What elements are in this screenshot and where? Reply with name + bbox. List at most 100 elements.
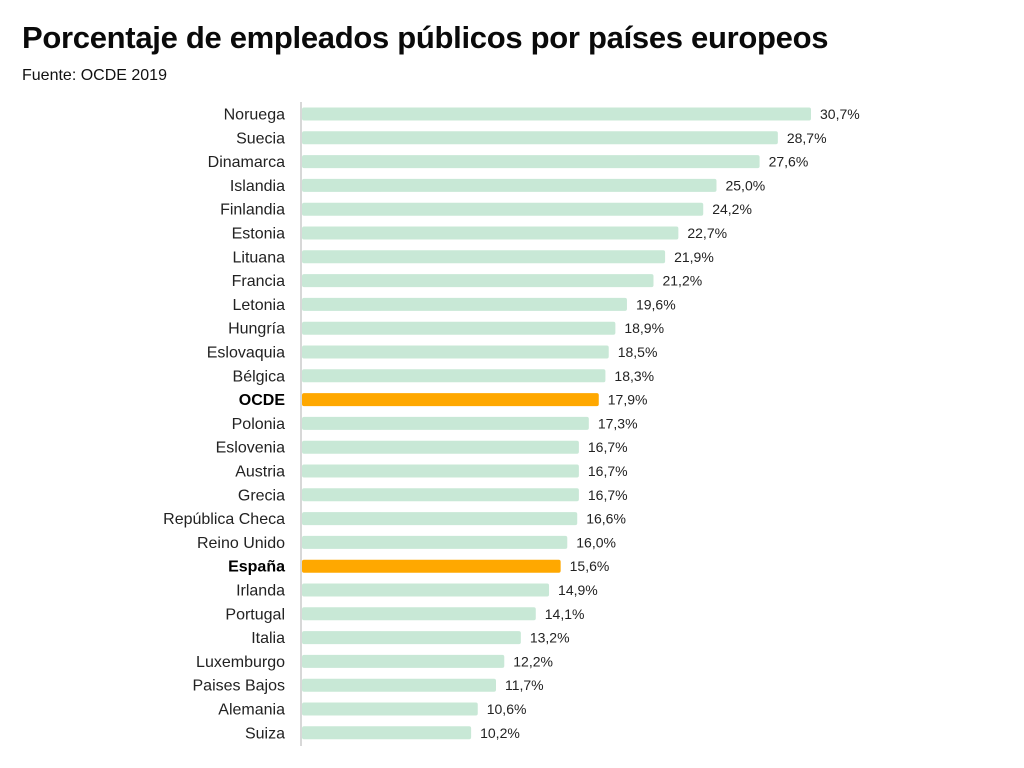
bar: [302, 369, 606, 383]
bar-row: Grecia 16,7%: [238, 487, 628, 505]
bar-row: Alemania 10,6%: [218, 701, 526, 719]
value-label: 11,7%: [505, 677, 544, 693]
bar: [302, 250, 666, 264]
bars-group: Noruega 30,7%Suecia 28,7%Dinamarca 27,6%Isl…: [163, 106, 860, 742]
bar: [302, 321, 616, 335]
bar: [302, 226, 679, 240]
value-label: 18,9%: [624, 320, 664, 336]
chart-title: Porcentaje de empleados públicos por paí…: [22, 20, 829, 55]
category-label: Estonia: [232, 226, 285, 243]
category-label: España: [228, 559, 285, 576]
category-label: Hungría: [228, 321, 285, 338]
category-label: República Checa: [163, 511, 285, 528]
value-label: 16,0%: [576, 534, 616, 550]
bar-row: Noruega 30,7%: [224, 106, 860, 124]
bar: [302, 607, 536, 621]
bar: [302, 654, 505, 668]
value-label: 21,2%: [662, 273, 702, 289]
chart-subtitle: Fuente: OCDE 2019: [22, 67, 167, 84]
category-label: Austria: [235, 464, 285, 481]
bar-row: Letonia 19,6%: [233, 296, 676, 314]
bar: [302, 678, 496, 692]
category-label: Eslovaquia: [207, 345, 285, 362]
value-label: 16,7%: [588, 463, 628, 479]
value-label: 25,0%: [725, 177, 765, 193]
value-label: 18,5%: [618, 344, 658, 360]
value-label: 16,7%: [588, 439, 628, 455]
bar: [302, 416, 589, 430]
category-label: Francia: [232, 273, 285, 290]
bar-row: Suecia 28,7%: [236, 130, 826, 148]
bar-row: Portugal 14,1%: [225, 606, 584, 624]
category-label: Paises Bajos: [193, 678, 286, 695]
bar-row: Austria 16,7%: [235, 463, 627, 481]
category-label: Suecia: [236, 130, 285, 147]
category-label: Letonia: [233, 297, 286, 314]
value-label: 14,9%: [558, 582, 598, 598]
value-label: 17,9%: [608, 392, 648, 408]
category-label: Irlanda: [236, 583, 285, 600]
bar-row: Suiza 10,2%: [245, 725, 520, 743]
category-label: Polonia: [232, 416, 285, 433]
bar-row: República Checa 16,6%: [163, 511, 626, 529]
highlighted-bar: [302, 559, 561, 573]
category-label: Finlandia: [220, 202, 285, 219]
category-label: Bélgica: [233, 368, 286, 385]
category-label: Italia: [251, 630, 285, 647]
bar: [302, 178, 717, 192]
value-label: 16,7%: [588, 487, 628, 503]
bar-row: Italia 13,2%: [251, 630, 569, 648]
category-label: Dinamarca: [208, 154, 285, 171]
category-label: Noruega: [224, 107, 285, 124]
bar-row: Luxemburgo 12,2%: [196, 653, 553, 671]
bar-row: Estonia 22,7%: [232, 225, 727, 243]
bar: [302, 488, 579, 502]
bar: [302, 202, 704, 216]
category-label: Luxemburgo: [196, 654, 285, 671]
category-label: Suiza: [245, 725, 285, 742]
bar-row: Reino Unido 16,0%: [197, 534, 616, 552]
bar: [302, 440, 579, 454]
category-label: Reino Unido: [197, 535, 285, 552]
bar: [302, 297, 627, 311]
value-label: 14,1%: [545, 606, 585, 622]
value-label: 10,6%: [487, 701, 527, 717]
bar-row: Dinamarca 27,6%: [208, 154, 809, 172]
value-label: 12,2%: [513, 653, 553, 669]
category-label: Islandia: [230, 178, 285, 195]
bar: [302, 631, 521, 645]
bar: [302, 464, 579, 478]
category-label: Alemania: [218, 702, 285, 719]
bar-row: Eslovenia 16,7%: [216, 439, 628, 457]
value-label: 16,6%: [586, 511, 626, 527]
bar: [302, 274, 654, 288]
bar: [302, 583, 550, 597]
value-label: 15,6%: [570, 558, 610, 574]
value-label: 19,6%: [636, 296, 676, 312]
value-label: 13,2%: [530, 630, 570, 646]
bar-row: España 15,6%: [228, 558, 609, 576]
bar-row: OCDE 17,9%: [239, 392, 648, 410]
value-label: 28,7%: [787, 130, 827, 146]
bar-row: Irlanda 14,9%: [236, 582, 598, 600]
value-label: 17,3%: [598, 415, 638, 431]
bar: [302, 726, 472, 740]
category-label: Lituana: [233, 249, 286, 266]
bar-row: Bélgica 18,3%: [233, 368, 655, 386]
value-label: 30,7%: [820, 106, 860, 122]
category-label: Portugal: [225, 606, 285, 623]
bar: [302, 107, 811, 121]
bar-row: Hungría 18,9%: [228, 320, 664, 338]
category-label: OCDE: [239, 392, 286, 409]
bar: [302, 155, 760, 169]
value-label: 24,2%: [712, 201, 752, 217]
value-label: 10,2%: [480, 725, 520, 741]
value-label: 27,6%: [769, 154, 809, 170]
bar: [302, 702, 478, 716]
bar-row: Eslovaquia 18,5%: [207, 344, 658, 362]
bar: [302, 131, 778, 145]
category-label: Eslovenia: [216, 440, 285, 457]
bar-row: Paises Bajos 11,7%: [193, 677, 544, 695]
bar-row: Islandia 25,0%: [230, 177, 765, 195]
bar-row: Polonia 17,3%: [232, 415, 638, 433]
